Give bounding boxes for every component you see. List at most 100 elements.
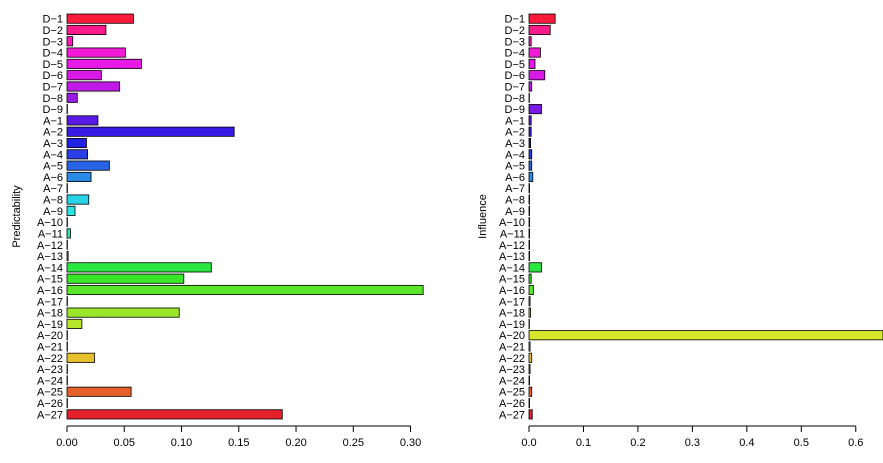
panel1-x-tick-label-5: 0.25 bbox=[343, 437, 364, 449]
panel1-category-label-30: A−22 bbox=[37, 353, 63, 365]
panel2-category-label-19: A−11 bbox=[500, 228, 525, 240]
panel2-category-label-8: D−9 bbox=[505, 104, 526, 116]
panel1-category-label-22: A−14 bbox=[37, 262, 63, 274]
panel2-x-tick-label-6: 0.6 bbox=[848, 437, 863, 449]
panel2-category-label-24: A−16 bbox=[499, 285, 525, 297]
panel1-bar-3 bbox=[66, 47, 126, 58]
panel1-bar-21 bbox=[66, 251, 69, 262]
panel2-bar-35 bbox=[528, 409, 533, 420]
panel2-x-tick-label-4: 0.4 bbox=[739, 437, 754, 449]
panel1-category-label-4: D−5 bbox=[43, 59, 64, 71]
panel1-x-tick-label-2: 0.10 bbox=[171, 437, 192, 449]
panel2-bar-25 bbox=[528, 296, 531, 307]
panel1-category-label-3: D−4 bbox=[43, 48, 64, 60]
panel2-x-tick-label-1: 0.1 bbox=[576, 437, 591, 449]
panel2-category-label-11: A−3 bbox=[505, 138, 525, 150]
panel2-bar-4 bbox=[528, 58, 536, 69]
panel1-category-label-21: A−13 bbox=[37, 251, 63, 263]
panel2-x-tick-label-0: 0.0 bbox=[521, 437, 536, 449]
panel1-bar-11 bbox=[66, 137, 87, 149]
panel1-category-label-24: A−16 bbox=[37, 285, 63, 297]
panel2-category-label-23: A−15 bbox=[499, 274, 525, 286]
panel1-category-label-32: A−24 bbox=[37, 375, 63, 387]
panel1-bar-26 bbox=[66, 307, 180, 318]
panel2-bar-21 bbox=[528, 251, 530, 262]
panel2-category-label-25: A−17 bbox=[499, 296, 525, 308]
panel2-category-label-17: A−9 bbox=[505, 206, 525, 218]
panel2-category-label-13: A−5 bbox=[505, 161, 525, 173]
panel2-category-label-29: A−21 bbox=[499, 342, 525, 354]
panel2-bar-33 bbox=[528, 386, 533, 397]
panel1-category-label-28: A−20 bbox=[37, 330, 63, 342]
panel2-bar-29 bbox=[528, 341, 531, 352]
panel2-category-label-16: A−8 bbox=[505, 195, 525, 207]
panel2-category-label-10: A−2 bbox=[505, 127, 525, 139]
panel2-bar-1 bbox=[528, 24, 551, 35]
panel2-bar-20 bbox=[528, 239, 530, 250]
panel2-bar-26 bbox=[528, 307, 532, 318]
panel1-bar-1 bbox=[66, 24, 107, 35]
panel2-bar-2 bbox=[528, 36, 532, 47]
panel1-category-label-33: A−25 bbox=[37, 387, 63, 399]
panel1-bar-10 bbox=[66, 126, 235, 137]
panel2-bar-0 bbox=[528, 13, 556, 24]
panel2-category-label-2: D−3 bbox=[505, 36, 526, 48]
panel2-category-label-4: D−5 bbox=[505, 59, 526, 71]
panel1-category-label-10: A−2 bbox=[43, 127, 63, 139]
panel1-category-label-25: A−17 bbox=[37, 296, 63, 308]
panel2-bar-32 bbox=[528, 375, 530, 386]
panel1-x-tick-label-3: 0.15 bbox=[228, 437, 249, 449]
panel2-bar-13 bbox=[528, 160, 533, 171]
panel1-category-label-11: A−3 bbox=[43, 138, 63, 150]
panel1-bar-23 bbox=[66, 273, 185, 284]
panel1-bar-24 bbox=[66, 284, 424, 296]
panel1-category-label-7: D−8 bbox=[43, 93, 64, 105]
panel2-x-tick-label-3: 0.3 bbox=[685, 437, 700, 449]
panel1-category-label-35: A−27 bbox=[37, 409, 63, 421]
panel1-x-tick-label-4: 0.20 bbox=[285, 437, 306, 449]
panel1-x-tick-label-1: 0.05 bbox=[114, 437, 135, 449]
panel2-bar-22 bbox=[528, 262, 542, 273]
panel2-category-label-3: D−4 bbox=[505, 48, 526, 60]
panel1-category-label-19: A−11 bbox=[38, 228, 63, 240]
panel2-category-label-28: A−20 bbox=[499, 330, 525, 342]
panel1-bar-9 bbox=[66, 115, 99, 126]
panel2-bar-19 bbox=[528, 228, 530, 239]
panel1-bar-2 bbox=[66, 36, 74, 47]
panel2-bar-6 bbox=[528, 81, 533, 92]
panel1-category-label-6: D−7 bbox=[43, 81, 64, 93]
panel1-x-tick-label-6: 0.30 bbox=[400, 437, 421, 449]
panel2-category-label-0: D−1 bbox=[505, 14, 526, 26]
panel1-bar-19 bbox=[66, 228, 71, 239]
panel1-category-label-18: A−10 bbox=[37, 217, 63, 229]
panel2-bar-23 bbox=[528, 273, 532, 284]
panel1-category-label-26: A−18 bbox=[37, 308, 63, 320]
panel2-category-label-27: A−19 bbox=[499, 319, 525, 331]
panel2-bar-11 bbox=[528, 137, 532, 149]
panel1-category-label-14: A−6 bbox=[43, 172, 63, 184]
panel2-category-label-31: A−23 bbox=[499, 364, 525, 376]
panel2-category-label-35: A−27 bbox=[499, 409, 525, 421]
panel2-bar-14 bbox=[528, 171, 534, 182]
panel1-bar-35 bbox=[66, 409, 283, 420]
panel2-bar-31 bbox=[528, 364, 531, 375]
panel2-category-label-9: A−1 bbox=[505, 115, 525, 127]
panel2-category-label-1: D−2 bbox=[505, 25, 526, 37]
panel2-bar-24 bbox=[528, 284, 534, 296]
panel1-bar-12 bbox=[66, 149, 89, 160]
panel2-bar-12 bbox=[528, 149, 533, 160]
panel1-bar-5 bbox=[66, 70, 102, 81]
panel1-category-label-17: A−9 bbox=[43, 206, 63, 218]
panel1-bar-27 bbox=[66, 318, 83, 329]
panel2-bar-17 bbox=[528, 205, 530, 216]
panel2-category-label-20: A−12 bbox=[499, 240, 525, 252]
panel1-bar-30 bbox=[66, 352, 95, 363]
panel2-category-label-32: A−24 bbox=[499, 375, 525, 387]
panel1-category-label-0: D−1 bbox=[43, 14, 64, 26]
panel1-bar-17 bbox=[66, 205, 76, 216]
panel1-bar-0 bbox=[66, 13, 134, 24]
panel1-bar-4 bbox=[66, 58, 142, 69]
panel1-bar-7 bbox=[66, 92, 78, 103]
panel2-x-tick-label-5: 0.5 bbox=[794, 437, 809, 449]
panel1-bar-6 bbox=[66, 81, 121, 92]
